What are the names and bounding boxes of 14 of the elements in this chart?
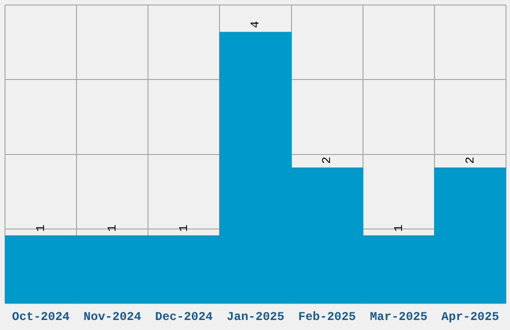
x-tick-label: Mar-2025 <box>370 310 428 324</box>
data-label: 2 <box>463 156 478 164</box>
x-tick-label: Nov-2024 <box>84 310 142 324</box>
data-label: 1 <box>177 224 192 232</box>
x-tick-label: Feb-2025 <box>298 310 356 324</box>
data-label: 2 <box>320 156 334 164</box>
data-label: 1 <box>34 224 48 232</box>
data-label: 1 <box>106 224 120 232</box>
x-tick-label: Apr-2025 <box>441 310 500 324</box>
x-tick-label: Dec-2024 <box>155 310 213 324</box>
x-tick-label: Oct-2024 <box>12 310 70 324</box>
data-label: 4 <box>248 20 263 28</box>
data-label: 1 <box>392 224 406 232</box>
x-tick-label: Jan-2025 <box>226 310 284 324</box>
